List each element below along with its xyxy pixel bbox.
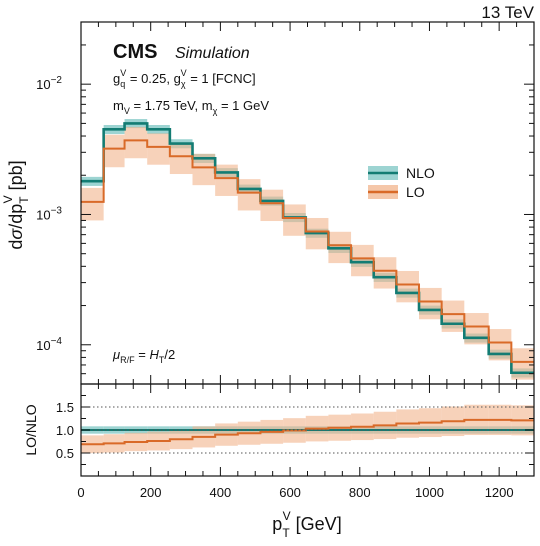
annotation-masses: mV = 1.75 TeV, mχ = 1 GeV [113,98,269,116]
legend: NLO LO [368,165,435,200]
axis-ticks [80,21,535,476]
band-lo-bin-0 [81,187,104,221]
band-lo-bin-13 [373,257,397,289]
band-lo-bin-1 [103,134,125,168]
series-line-lo [81,139,534,363]
uncertainty-bands [81,119,534,454]
x-axis-label: pTV [GeV] [272,509,341,540]
x-tick-label-1000: 1000 [415,485,444,500]
experiment-label: CMS [113,41,157,63]
ratio-tick-label-0: 0.5 [56,446,74,461]
band-lo-bin-19 [511,348,534,380]
band-lo-bin-4 [169,142,193,175]
x-tick-label-400: 400 [210,485,232,500]
band-lo-bin-5 [192,153,216,186]
band-lo-bin-16 [441,300,465,332]
y-axis-label: dσ/dpTV [pb] [1,160,31,249]
band-lo-bin-17 [464,313,489,345]
x-tick-label-1200: 1200 [485,485,514,500]
band-lo-bin-9 [283,204,306,236]
annotation-couplings: gqV = 0.25, gχV = 1 [FCNC] [113,68,256,89]
band-lo-bin-15 [419,287,442,320]
x-tick-label-200: 200 [140,485,162,500]
ratio-tick-label-1: 1.0 [56,423,74,438]
band-lo-bin-2 [124,126,148,159]
chart-text: 13 TeV CMS Simulation 0 200 400 600 800 1000 1… [1,3,535,540]
band-lo-bin-7 [237,179,261,211]
y-tick-label--3: 10−3 [36,205,62,222]
y-tick-label--4: 10−4 [36,336,62,353]
band-lo-bin-12 [351,244,374,277]
experiment-tag: Simulation [175,45,250,62]
ratio-axis-label: LO/NLO [23,404,39,455]
y-tick-label--2: 10−2 [36,75,62,92]
annotation-scale: μR/F = HT/2 [112,347,175,365]
x-tick-label-800: 800 [349,485,371,500]
x-tick-label-0: 0 [77,485,84,500]
legend-label-nlo: NLO [406,165,435,181]
band-lo-bin-3 [147,133,170,165]
ratio-tick-label-2: 1.5 [56,400,74,415]
band-lo-bin-6 [215,164,238,196]
band-lo-bin-18 [488,329,512,361]
energy-label: 13 TeV [481,3,534,22]
band-lo-bin-8 [260,189,284,222]
x-tick-label-600: 600 [279,485,301,500]
band-lo-bin-14 [396,270,420,303]
series-lines [81,122,534,446]
legend-label-lo: LO [406,184,425,200]
